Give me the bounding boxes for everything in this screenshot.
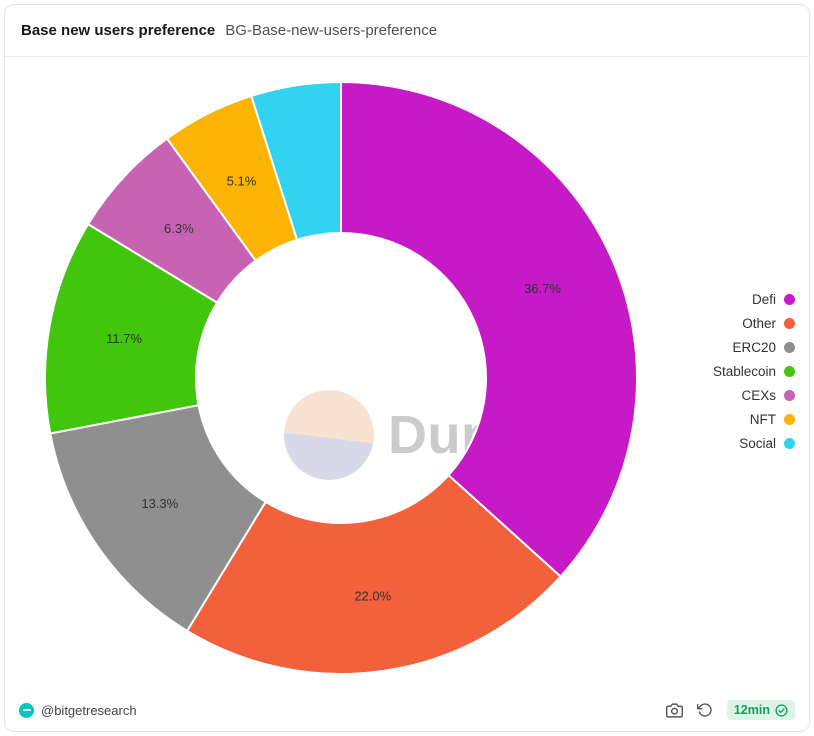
legend-dot: [784, 293, 795, 305]
pie-slice-erc20[interactable]: [49, 404, 268, 633]
slice-label-erc20: 13.3%: [141, 496, 178, 511]
slice-label-nft: 5.1%: [227, 174, 257, 189]
freshness-label: 12min: [733, 703, 770, 717]
legend-dot: [784, 413, 795, 425]
legend-item-social: Social: [713, 431, 795, 455]
slice-label-other: 22.0%: [354, 589, 391, 604]
legend-item-defi: Defi: [713, 287, 795, 311]
widget-header: Base new users preference BG-Base-new-us…: [5, 5, 809, 57]
slice-label-defi: 36.7%: [524, 281, 561, 296]
legend-dot: [784, 437, 795, 449]
pie-slice-social[interactable]: [250, 80, 342, 242]
slice-label-cexs: 6.3%: [164, 221, 194, 236]
legend-dot: [784, 341, 795, 353]
legend-label: ERC20: [732, 339, 776, 355]
donut-chart: 36.7% 22.0% 13.3% 11.7% 6.3% 5.1%: [44, 80, 638, 675]
chart-widget-card: Base new users preference BG-Base-new-us…: [4, 4, 810, 732]
pie-slice-defi[interactable]: [340, 80, 638, 578]
legend-label: CEXs: [741, 387, 776, 403]
bitget-logo-icon: [19, 702, 34, 718]
pie-slice-other[interactable]: [185, 473, 562, 675]
footer-actions: 12min: [665, 700, 795, 720]
query-name-link[interactable]: BG-Base-new-users-preference: [225, 22, 438, 39]
legend-dot: [784, 365, 795, 377]
widget-footer: @bitgetresearch 12min: [5, 689, 809, 731]
author-handle: @bitgetresearch: [41, 702, 137, 718]
dune-logo-icon: [284, 390, 374, 480]
author-link[interactable]: @bitgetresearch: [19, 702, 137, 718]
rotate-ccw-icon: [696, 703, 712, 717]
camera-icon: [665, 702, 683, 718]
legend-label: Defi: [751, 291, 776, 307]
slice-label-stablecoin: 11.7%: [106, 331, 142, 346]
screenshot-button[interactable]: [665, 702, 683, 719]
legend-dot: [784, 389, 795, 401]
legend-label: Stablecoin: [712, 363, 776, 379]
legend-label: NFT: [749, 411, 776, 427]
legend-label: Social: [739, 435, 776, 451]
chart-title[interactable]: Base new users preference: [21, 22, 216, 39]
legend-label: Other: [742, 315, 776, 331]
legend-item-nft: NFT: [713, 407, 795, 431]
legend-dot: [784, 317, 795, 329]
freshness-badge: 12min: [726, 700, 795, 720]
refresh-history-button[interactable]: [696, 702, 713, 718]
legend: Defi Other ERC20 Stablecoin CEXs NFT Social: [713, 287, 795, 455]
chart-area: Dune 36.7% 22.0% 13.3% 11.7% 6.3% 5.1% Defi Ot…: [5, 57, 809, 687]
legend-item-erc20: ERC20: [713, 335, 795, 359]
legend-item-other: Other: [713, 311, 795, 335]
legend-item-cexs: CEXs: [713, 383, 795, 407]
check-circle-icon: [775, 703, 788, 717]
legend-item-stablecoin: Stablecoin: [713, 359, 795, 383]
